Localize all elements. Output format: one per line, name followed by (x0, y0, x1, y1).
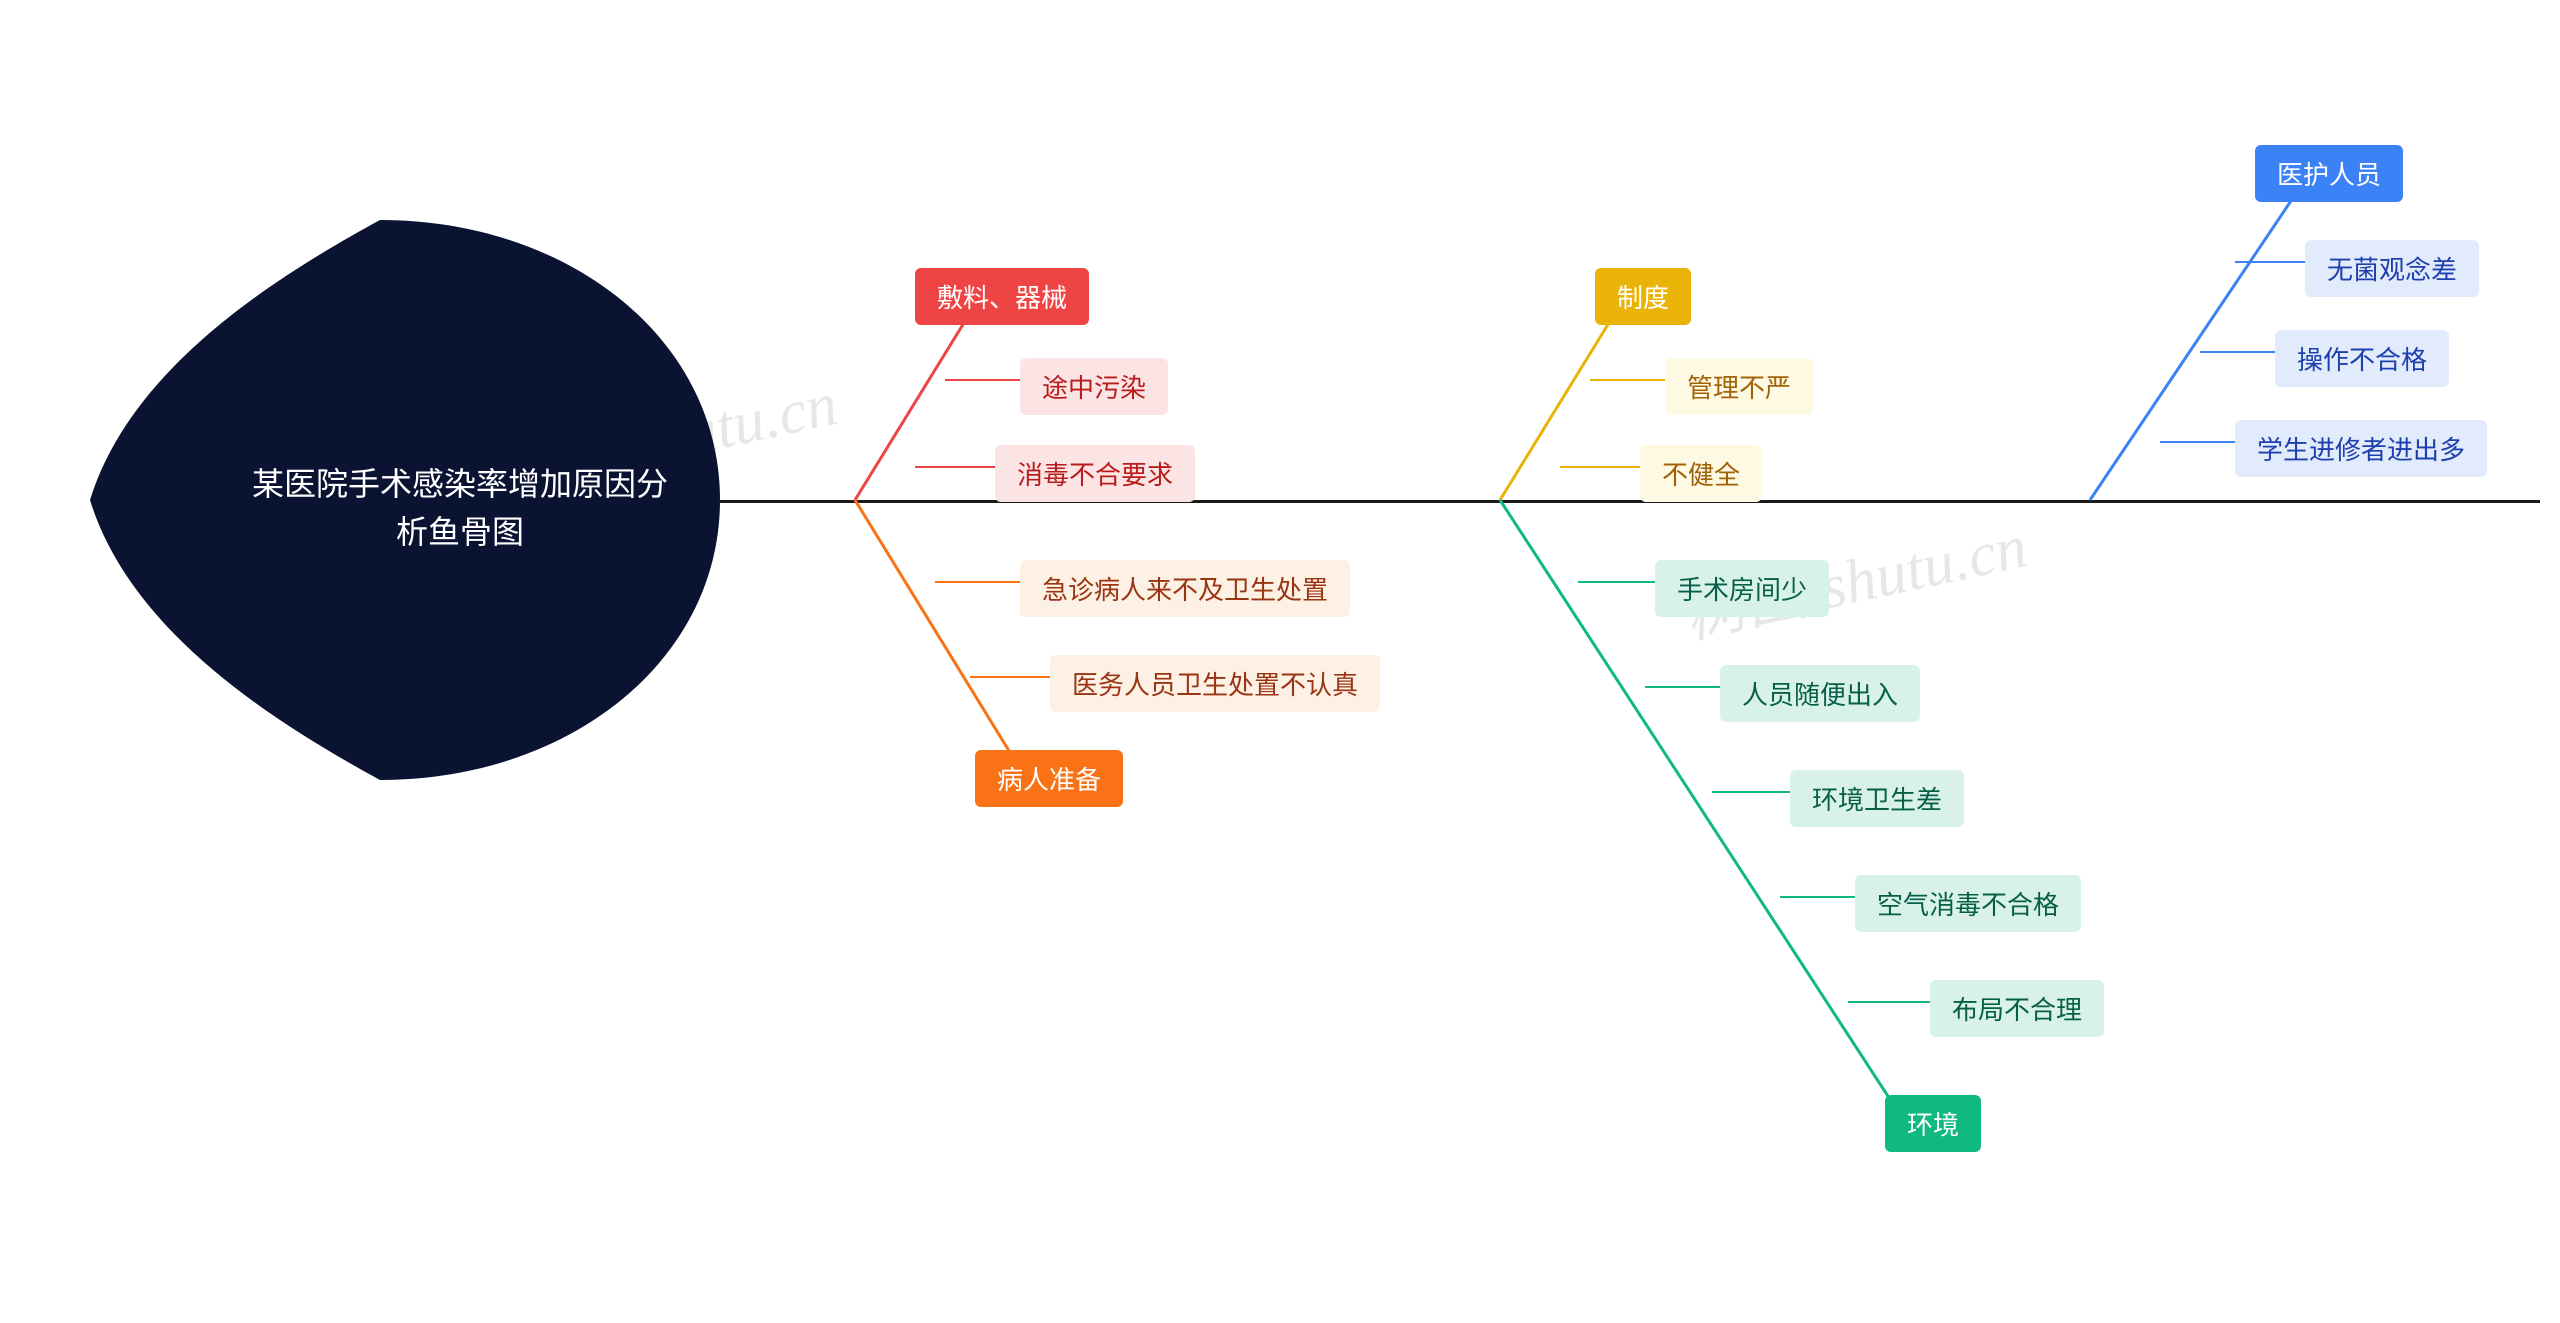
cause-staff-1: 操作不合格 (2275, 330, 2449, 387)
cause-environment-3: 空气消毒不合格 (1855, 875, 2081, 932)
category-materials: 敷料、器械 (915, 268, 1089, 325)
bone-line-system (1500, 300, 1623, 500)
bone-line-materials (855, 300, 978, 500)
cause-patient-1: 医务人员卫生处置不认真 (1050, 655, 1380, 712)
fishbone-diagram: 树图 shutu.cn shutu.cn 树图 shutu.cn 某医院手术感染… (0, 0, 2560, 1323)
cause-system-1: 不健全 (1640, 445, 1762, 502)
bone-line-patient (855, 500, 1030, 785)
cause-environment-4: 布局不合理 (1930, 980, 2104, 1037)
cause-materials-1: 消毒不合要求 (995, 445, 1195, 502)
cause-patient-0: 急诊病人来不及卫生处置 (1020, 560, 1350, 617)
category-environment: 环境 (1885, 1095, 1981, 1152)
cause-materials-0: 途中污染 (1020, 358, 1168, 415)
cause-environment-0: 手术房间少 (1655, 560, 1829, 617)
category-staff: 医护人员 (2255, 145, 2403, 202)
cause-environment-2: 环境卫生差 (1790, 770, 1964, 827)
cause-system-0: 管理不严 (1665, 358, 1813, 415)
category-patient: 病人准备 (975, 750, 1123, 807)
cause-environment-1: 人员随便出入 (1720, 665, 1920, 722)
diagram-title: 某医院手术感染率增加原因分析鱼骨图 (250, 460, 670, 556)
cause-staff-0: 无菌观念差 (2305, 240, 2479, 297)
cause-staff-2: 学生进修者进出多 (2235, 420, 2487, 477)
category-system: 制度 (1595, 268, 1691, 325)
